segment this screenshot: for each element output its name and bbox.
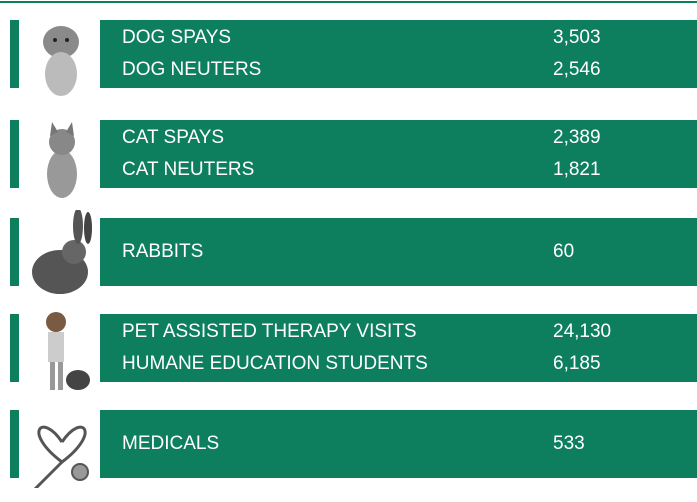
group-tab [10,314,19,382]
stat-row: CAT SPAYS 2,389 [100,122,697,154]
top-rule [0,1,697,3]
group-tab [10,120,19,188]
stat-group: CAT SPAYS 2,389 CAT NEUTERS 1,821 [0,120,697,198]
stat-row: PET ASSISTED THERAPY VISITS 24,130 [100,316,697,348]
stat-row: MEDICALS 533 [100,428,697,460]
stat-value: 60 [553,241,575,262]
stat-row: DOG NEUTERS 2,546 [100,54,697,86]
stat-value: 1,821 [553,159,601,180]
group-image [22,112,100,198]
stat-value: 533 [553,433,585,454]
stat-value: 24,130 [553,321,612,342]
stat-label: RABBITS [122,241,204,262]
group-band: PET ASSISTED THERAPY VISITS 24,130 HUMANE … [100,314,697,382]
stat-value: 3,503 [553,27,601,48]
stat-label: DOG SPAYS [122,27,232,48]
group-band: MEDICALS 533 [100,410,697,478]
stat-group: DOG SPAYS 3,503 DOG NEUTERS 2,546 [0,20,697,96]
stat-label: CAT SPAYS [122,127,225,148]
group-band: RABBITS 60 [100,218,697,286]
stat-row: RABBITS 60 [100,236,697,268]
stat-label: PET ASSISTED THERAPY VISITS [122,321,417,342]
stat-row: HUMANE EDUCATION STUDENTS 6,185 [100,348,697,380]
group-image [22,402,100,494]
stat-label: HUMANE EDUCATION STUDENTS [122,353,428,374]
group-image [22,306,100,392]
group-tab [10,410,19,478]
stat-row: CAT NEUTERS 1,821 [100,154,697,186]
stat-group: RABBITS 60 [0,208,697,294]
stat-row: DOG SPAYS 3,503 [100,22,697,54]
stat-label: CAT NEUTERS [122,159,255,180]
icon [32,208,92,294]
stat-label: DOG NEUTERS [122,59,262,80]
group-image [22,12,100,98]
icon [43,26,79,96]
group-band: CAT SPAYS 2,389 CAT NEUTERS 1,821 [100,120,697,188]
icon [47,122,77,198]
stat-group: PET ASSISTED THERAPY VISITS 24,130 HUMANE … [0,312,697,390]
group-band: DOG SPAYS 3,503 DOG NEUTERS 2,546 [100,20,697,88]
group-tab [10,218,19,286]
group-tab [10,20,19,88]
stat-group: MEDICALS 533 [0,410,697,494]
group-image [22,208,100,296]
icon [30,425,89,494]
stat-label: MEDICALS [122,433,220,454]
stat-value: 2,389 [553,127,601,148]
stat-value: 6,185 [553,353,601,374]
stat-value: 2,546 [553,59,601,80]
icon [46,312,90,390]
